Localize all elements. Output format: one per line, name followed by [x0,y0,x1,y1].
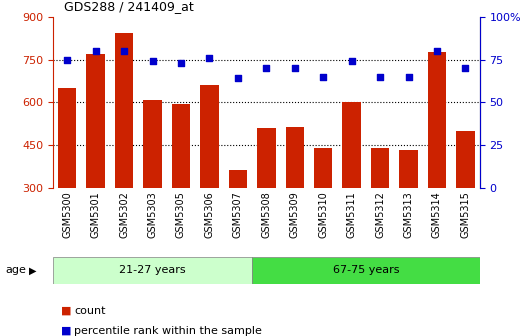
Bar [257,128,276,188]
Text: GSM5302: GSM5302 [119,192,129,239]
Point [91,48,100,54]
Point [461,66,470,71]
Point [290,66,299,71]
Point [404,74,413,80]
Point [262,66,271,71]
Bar [342,102,361,188]
Point [234,76,242,81]
Bar [286,127,304,188]
Text: ■: ■ [61,326,72,336]
Point [348,59,356,64]
Text: percentile rank within the sample: percentile rank within the sample [74,326,262,336]
Text: ▶: ▶ [29,265,37,276]
Bar [200,85,219,188]
Bar [58,88,76,188]
Text: GSM5309: GSM5309 [290,192,300,238]
Text: GDS288 / 241409_at: GDS288 / 241409_at [64,0,193,13]
Bar [252,257,480,284]
Bar [314,148,332,188]
Text: GSM5308: GSM5308 [261,192,271,238]
Text: 67-75 years: 67-75 years [333,265,399,276]
Text: GSM5300: GSM5300 [62,192,72,238]
Bar [53,257,252,284]
Text: GSM5313: GSM5313 [403,192,413,238]
Bar [371,148,390,188]
Text: GSM5314: GSM5314 [432,192,442,238]
Bar [115,33,134,188]
Point [63,57,72,62]
Bar [172,104,190,188]
Text: GSM5311: GSM5311 [347,192,357,238]
Bar [86,54,105,188]
Text: GSM5315: GSM5315 [461,192,471,239]
Point [177,60,186,66]
Text: ■: ■ [61,306,72,316]
Text: GSM5303: GSM5303 [147,192,157,238]
Text: 21-27 years: 21-27 years [119,265,186,276]
Point [120,48,128,54]
Point [148,59,157,64]
Text: GSM5307: GSM5307 [233,192,243,239]
Bar [399,150,418,188]
Text: age: age [5,265,26,276]
Text: GSM5305: GSM5305 [176,192,186,239]
Bar [228,170,247,188]
Bar [143,99,162,188]
Text: GSM5310: GSM5310 [318,192,328,238]
Point [205,55,214,60]
Point [432,48,441,54]
Text: GSM5301: GSM5301 [91,192,101,238]
Point [319,74,328,80]
Point [376,74,384,80]
Bar [428,52,446,188]
Text: count: count [74,306,105,316]
Bar [456,131,475,188]
Text: GSM5312: GSM5312 [375,192,385,239]
Text: GSM5306: GSM5306 [205,192,215,238]
